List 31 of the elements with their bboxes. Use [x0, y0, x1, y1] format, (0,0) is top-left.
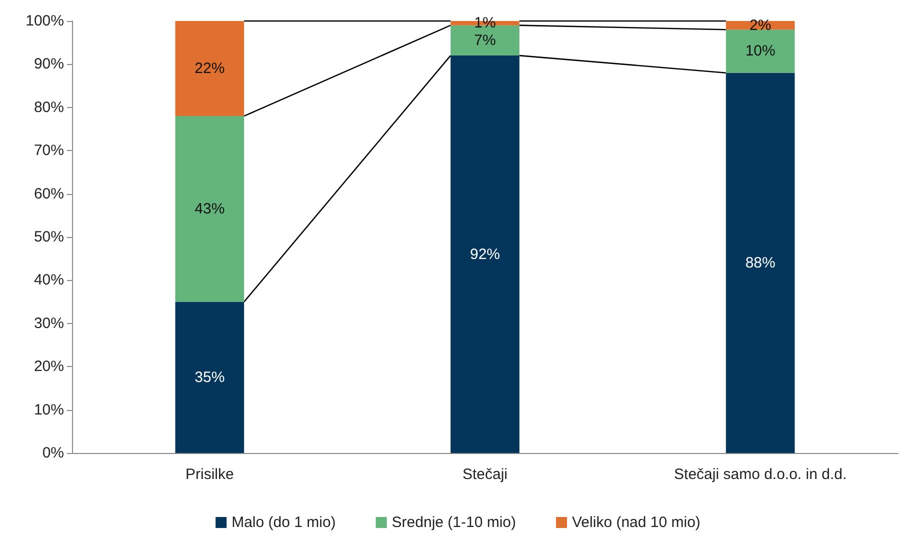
y-tick-label: 60%: [34, 185, 64, 202]
y-tick-label: 100%: [26, 12, 64, 30]
y-tick-label: 50%: [34, 228, 64, 246]
y-tick-label: 90%: [34, 56, 64, 73]
bar: [450, 56, 520, 453]
legend-label: Malo (do 1 mio): [232, 514, 336, 531]
data-label: 10%: [745, 42, 776, 60]
y-tick-label: 80%: [34, 98, 64, 116]
data-label: 22%: [194, 60, 225, 78]
y-tick-label: 20%: [34, 358, 64, 376]
bar: [175, 116, 244, 302]
x-tick-label: Prisilke: [185, 466, 234, 483]
data-label: 2%: [749, 16, 772, 34]
data-label: 35%: [194, 368, 225, 386]
bar: [726, 72, 795, 453]
y-tick-label: 0%: [42, 444, 64, 462]
legend-label: Veliko (nad 10 mio): [572, 514, 700, 531]
y-tick-label: 30%: [34, 314, 64, 332]
y-tick-label: 70%: [34, 142, 64, 160]
data-label: 43%: [194, 200, 225, 218]
y-tick-label: 40%: [34, 272, 64, 289]
data-label: 92%: [470, 246, 500, 263]
legend-label: Srednje (1-10 mio): [392, 514, 516, 531]
data-label: 88%: [745, 254, 776, 272]
bar: [726, 30, 795, 73]
bar: [175, 21, 244, 116]
x-tick-label: Stečaji: [462, 466, 508, 483]
y-tick-label: 10%: [34, 401, 64, 418]
bar: [175, 302, 244, 453]
x-tick-label: Stečaji samo d.o.o. in d.d.: [674, 466, 847, 483]
data-label: 7%: [474, 32, 496, 49]
